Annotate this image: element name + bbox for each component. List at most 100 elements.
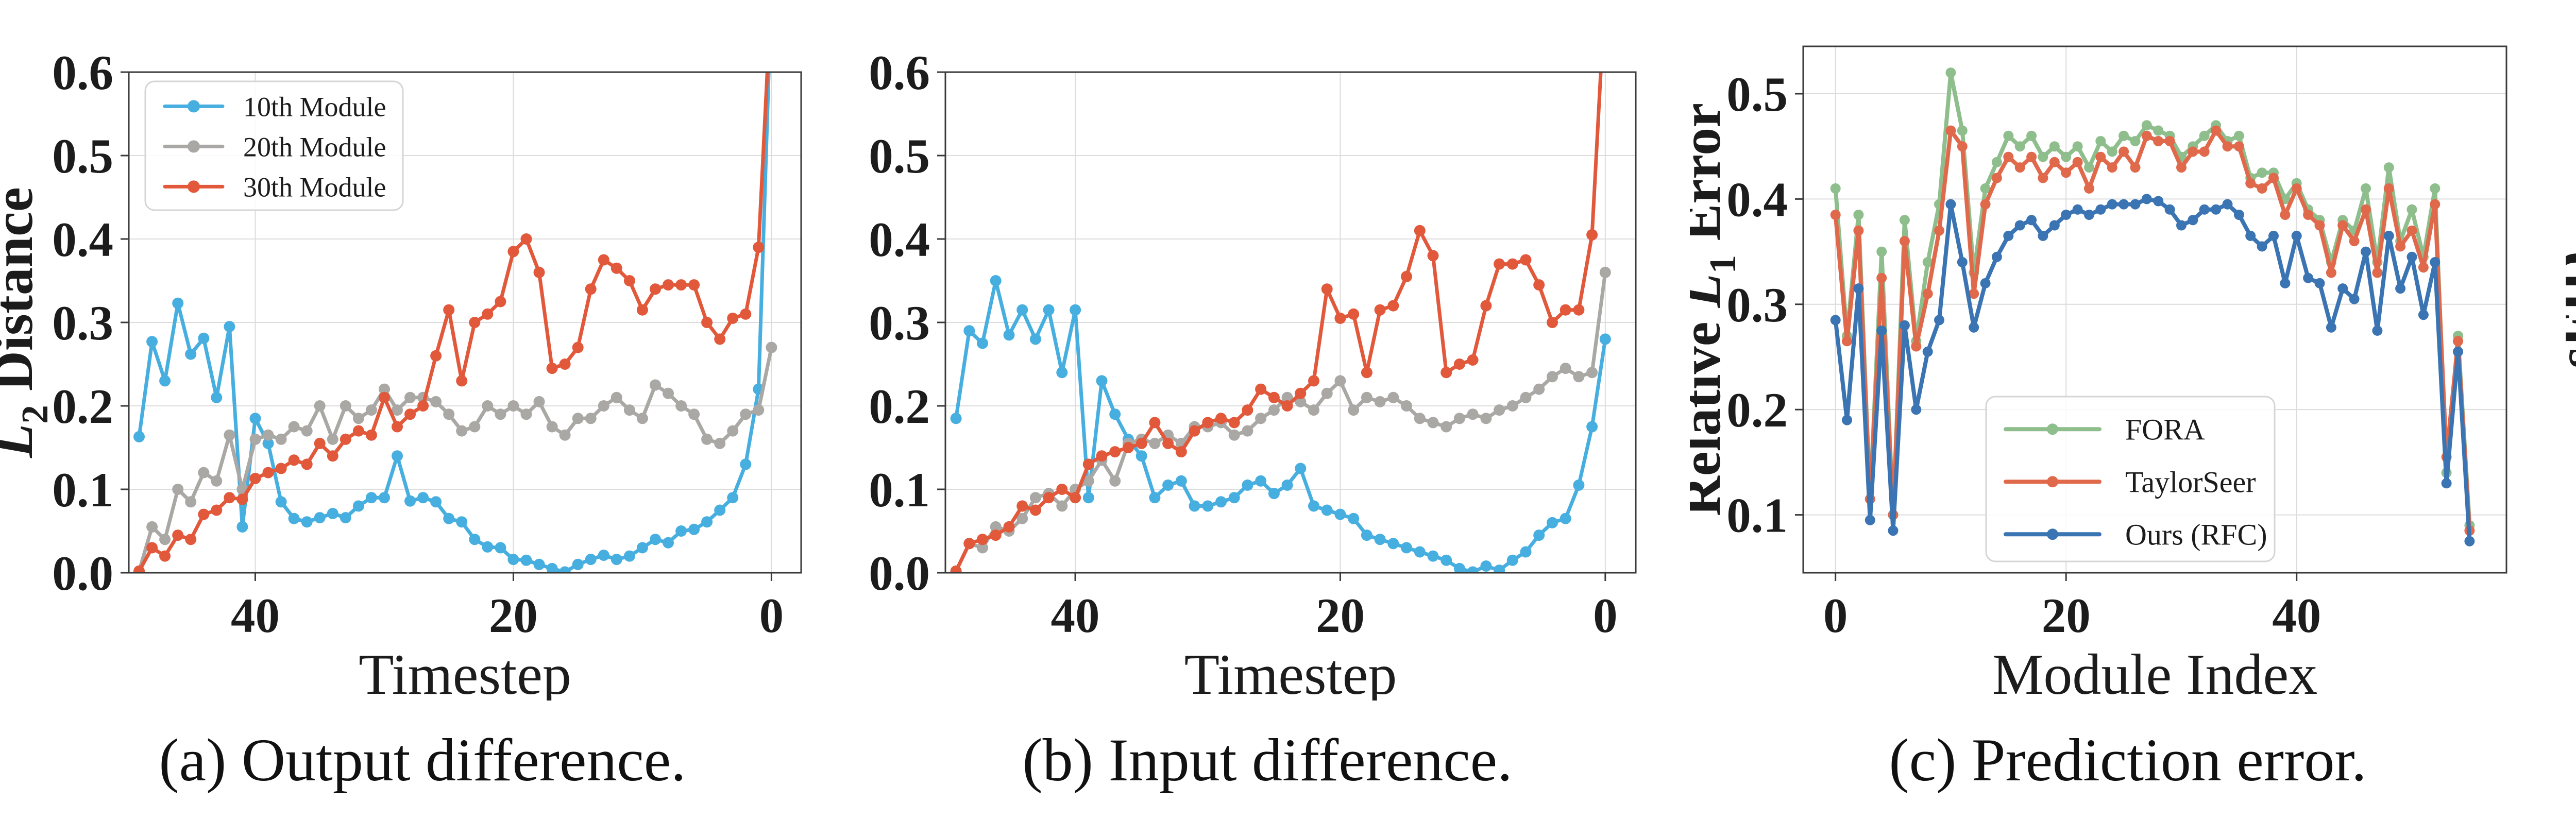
data-point bbox=[2141, 130, 2152, 141]
data-point bbox=[1533, 383, 1545, 395]
data-point bbox=[2049, 220, 2060, 231]
data-point bbox=[1899, 215, 1910, 226]
x-tick-label: 0 bbox=[1823, 588, 1848, 643]
data-point bbox=[443, 304, 455, 316]
data-point bbox=[714, 504, 726, 516]
data-point bbox=[211, 391, 223, 403]
data-point bbox=[430, 496, 442, 508]
data-point bbox=[2245, 230, 2256, 241]
data-point bbox=[572, 558, 584, 570]
data-point bbox=[301, 516, 313, 528]
data-point bbox=[1029, 333, 1041, 345]
tick-labels: 40 20 0 0.0 0.1 0.2 0.3 0.4 0.5 0.6 bbox=[52, 45, 784, 643]
data-point bbox=[1401, 542, 1412, 554]
data-point bbox=[2211, 204, 2222, 215]
legend-label: TaylorSeer bbox=[2125, 466, 2256, 499]
data-point bbox=[404, 408, 416, 420]
data-point bbox=[1070, 304, 1081, 316]
data-point bbox=[1991, 173, 2002, 183]
data-point bbox=[2372, 325, 2383, 336]
data-point bbox=[288, 512, 300, 524]
data-point bbox=[2291, 230, 2302, 241]
data-point bbox=[1480, 413, 1492, 424]
data-point bbox=[469, 534, 481, 545]
data-point bbox=[2268, 173, 2279, 183]
data-point bbox=[288, 421, 300, 433]
y-tick-label: 0.1 bbox=[1726, 488, 1788, 543]
data-point bbox=[146, 336, 158, 348]
data-point bbox=[1957, 125, 1968, 136]
data-point bbox=[1945, 199, 1956, 210]
legend: FORA TaylorSeer Ours (RFC) bbox=[1985, 396, 2276, 562]
data-point bbox=[1480, 300, 1492, 312]
data-point bbox=[1480, 560, 1492, 572]
data-point bbox=[1189, 425, 1200, 437]
data-point bbox=[950, 413, 962, 424]
data-point bbox=[1374, 534, 1386, 545]
legend-item-ours-rfc: Ours (RFC) bbox=[2004, 518, 2267, 552]
data-point bbox=[365, 404, 377, 416]
data-point bbox=[1281, 400, 1293, 412]
data-point bbox=[1911, 404, 1922, 415]
data-point bbox=[146, 521, 158, 533]
data-point bbox=[1888, 525, 1899, 536]
data-point bbox=[1334, 375, 1346, 387]
x-axis-label: Module Index bbox=[1992, 643, 2317, 701]
data-point bbox=[495, 542, 506, 554]
data-point bbox=[249, 413, 261, 424]
data-point bbox=[546, 562, 558, 573]
data-point bbox=[753, 242, 765, 253]
caption-d: (d) Performance. bbox=[2566, 701, 2576, 820]
data-point bbox=[1899, 320, 1910, 331]
data-point bbox=[2395, 283, 2406, 294]
data-point bbox=[572, 413, 584, 424]
x-tick-label: 40 bbox=[1051, 588, 1100, 643]
data-point bbox=[1070, 492, 1081, 504]
y-tick-label: 0.6 bbox=[869, 45, 930, 100]
chart-input-difference: 40 20 0 0.0 0.1 0.2 0.3 0.4 0.5 0.6 Timestep bbox=[869, 45, 1637, 701]
data-point bbox=[1374, 304, 1386, 316]
data-point bbox=[1082, 492, 1094, 504]
data-point bbox=[133, 431, 145, 442]
data-point bbox=[1387, 391, 1399, 403]
data-point bbox=[2014, 162, 2025, 173]
data-point bbox=[2372, 267, 2383, 278]
data-point bbox=[2141, 120, 2152, 131]
data-point bbox=[1056, 500, 1068, 512]
panel-input-difference: 40 20 0 0.0 0.1 0.2 0.3 0.4 0.5 0.6 Timestep (b) I… bbox=[845, 0, 1690, 820]
x-tick-label: 20 bbox=[489, 588, 538, 643]
y-tick-label: 0.4 bbox=[1726, 172, 1788, 227]
data-point bbox=[701, 433, 713, 445]
data-point bbox=[2072, 141, 2083, 152]
data-point bbox=[2406, 251, 2417, 262]
data-point bbox=[977, 534, 988, 545]
data-point bbox=[314, 512, 326, 524]
data-point bbox=[2026, 151, 2037, 162]
data-point bbox=[650, 379, 661, 391]
data-point bbox=[2176, 162, 2187, 173]
data-point bbox=[379, 492, 390, 504]
data-point bbox=[2153, 125, 2164, 136]
y-tick-label: 0.6 bbox=[52, 45, 113, 100]
data-point bbox=[1202, 500, 1214, 512]
data-point bbox=[2430, 199, 2441, 210]
data-point bbox=[507, 554, 519, 566]
legend-label: FORA bbox=[2125, 413, 2205, 447]
data-point bbox=[740, 458, 752, 470]
data-point bbox=[2233, 141, 2244, 152]
data-point bbox=[727, 492, 739, 504]
data-point bbox=[1268, 488, 1280, 500]
data-point bbox=[688, 279, 700, 291]
data-point bbox=[1255, 383, 1267, 395]
data-point bbox=[1043, 492, 1055, 504]
data-point bbox=[1520, 254, 1532, 266]
data-point bbox=[1136, 450, 1147, 462]
data-point bbox=[352, 425, 364, 437]
data-point bbox=[2130, 136, 2141, 146]
data-point bbox=[1202, 417, 1214, 429]
data-point bbox=[392, 450, 403, 462]
data-point bbox=[133, 565, 145, 573]
legend-item-30th-module: 30th Module bbox=[163, 172, 386, 202]
data-point bbox=[2003, 230, 2014, 241]
